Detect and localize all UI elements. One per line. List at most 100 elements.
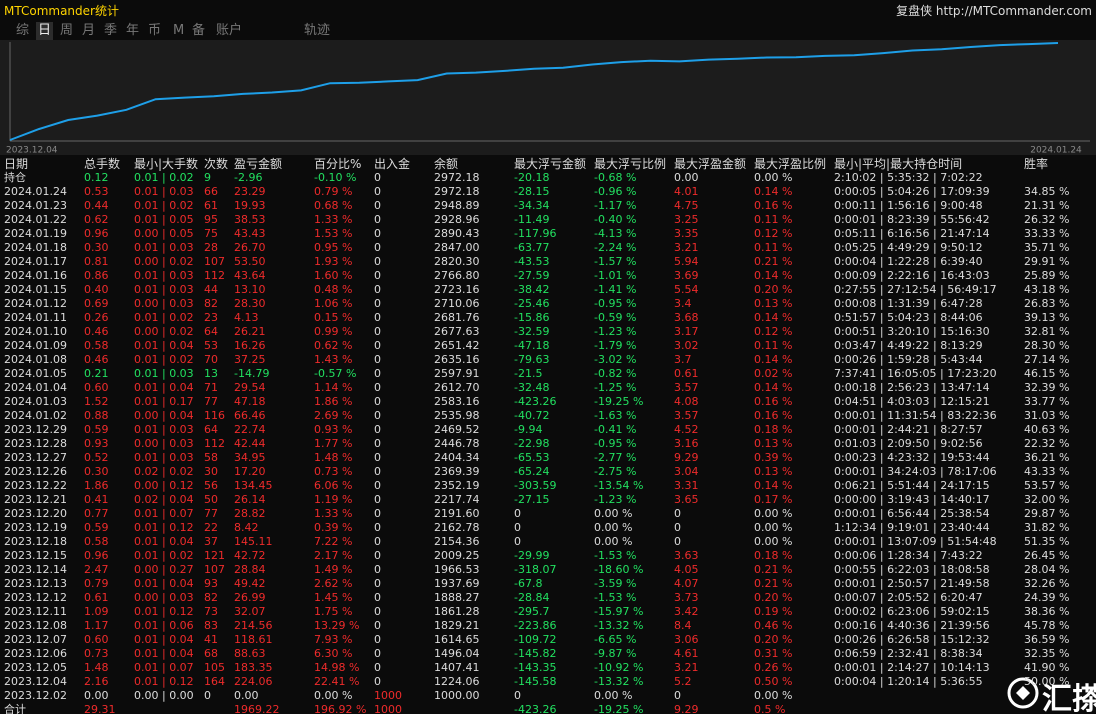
site-link[interactable]: 复盘侠 http://MTCommander.com xyxy=(896,4,1092,18)
table-cell: 1969.22 xyxy=(234,703,280,714)
tab[interactable]: 综 xyxy=(16,23,30,38)
table-cell: 0:00:01 | 34:24:03 | 78:17:06 xyxy=(834,465,997,478)
table-cell: 0:05:11 | 6:16:56 | 21:47:14 xyxy=(834,227,990,240)
row-label: 2024.01.11 xyxy=(4,311,67,324)
table-cell: 44 xyxy=(204,283,218,296)
table-cell: 214.56 xyxy=(234,619,273,632)
table-cell: 26.83 % xyxy=(1024,297,1070,310)
table-cell: 0 xyxy=(514,521,521,534)
row-label: 2024.01.16 xyxy=(4,269,67,282)
table-cell: 0 xyxy=(374,591,381,604)
table-cell: -0.40 % xyxy=(594,213,637,226)
table-cell: 0.19 % xyxy=(754,605,793,618)
table-cell: 23.29 xyxy=(234,185,266,198)
table-cell: 1496.04 xyxy=(434,647,480,660)
tab[interactable]: 轨迹 xyxy=(304,23,331,38)
table-cell: 0 xyxy=(374,661,381,674)
table-cell: 6.30 % xyxy=(314,647,353,660)
tab[interactable]: 年 xyxy=(126,23,140,38)
table-cell: 3.16 xyxy=(674,437,699,450)
table-cell: -34.34 xyxy=(514,199,550,212)
table-cell: -1.17 % xyxy=(594,199,637,212)
table-cell: 0:00:16 | 4:40:36 | 21:39:56 xyxy=(834,619,990,632)
table-cell: 0.01 | 0.03 xyxy=(134,423,194,436)
tab[interactable]: 账户 xyxy=(216,23,243,38)
table-cell: 0:00:02 | 6:23:06 | 59:02:15 xyxy=(834,605,990,618)
table-cell: 0.88 xyxy=(84,409,109,422)
row-label: 2023.12.12 xyxy=(4,591,67,604)
table-cell: 95 xyxy=(204,213,218,226)
table-cell: -15.86 xyxy=(514,311,550,324)
row-label: 2024.01.04 xyxy=(4,381,67,394)
table-cell: 0:27:55 | 27:12:54 | 56:49:17 xyxy=(834,283,997,296)
table-cell: 107 xyxy=(204,563,225,576)
table-cell: -1.79 % xyxy=(594,339,637,352)
table-cell: 3.21 xyxy=(674,661,699,674)
table-cell: 0:03:47 | 4:49:22 | 8:13:29 xyxy=(834,339,983,352)
table-cell: 224.06 xyxy=(234,675,273,688)
table-cell: 0.40 xyxy=(84,283,109,296)
table-cell: 0 xyxy=(674,689,681,702)
table-cell: 47.18 xyxy=(234,395,266,408)
balance-chart: 2023.12.04 2024.01.24 xyxy=(0,40,1096,155)
table-cell: -13.54 % xyxy=(594,479,644,492)
table-cell: 32.07 xyxy=(234,605,266,618)
table-cell: 0.14 % xyxy=(754,269,793,282)
table-cell: 2677.63 xyxy=(434,325,480,338)
table-cell: 26.99 xyxy=(234,591,266,604)
table-cell: 1861.28 xyxy=(434,605,480,618)
table-cell: 8.42 xyxy=(234,521,259,534)
table-cell: -3.02 % xyxy=(594,353,637,366)
table-cell: 0 xyxy=(374,437,381,450)
table-cell: 0.31 % xyxy=(754,647,793,660)
table-cell: 0 xyxy=(374,451,381,464)
table-cell: 0.00 % xyxy=(754,689,793,702)
tab[interactable]: 周 xyxy=(60,23,74,38)
table-cell: 0.02 | 0.02 xyxy=(134,465,194,478)
row-label: 2024.01.18 xyxy=(4,241,67,254)
table-cell: 29.87 % xyxy=(1024,507,1070,520)
table-cell: 0.12 % xyxy=(754,227,793,240)
table-cell: 1.33 % xyxy=(314,213,353,226)
table-cell: 183.35 xyxy=(234,661,273,674)
table-cell: 0.01 | 0.12 xyxy=(134,605,194,618)
table-cell: 0.11 % xyxy=(754,241,793,254)
table-cell: 118.61 xyxy=(234,633,273,646)
tab[interactable]: 月 xyxy=(82,23,96,38)
table-cell: 61 xyxy=(204,199,218,212)
table-cell: 32.35 % xyxy=(1024,647,1070,660)
table-cell: 0.12 % xyxy=(754,325,793,338)
table-cell: 0.52 xyxy=(84,451,109,464)
row-label: 合计 xyxy=(4,703,26,714)
table-cell: 2535.98 xyxy=(434,409,480,422)
row-label: 2023.12.04 xyxy=(4,675,67,688)
table-cell: 2.16 xyxy=(84,675,109,688)
table-cell: 0.62 xyxy=(84,213,109,226)
table-cell: 0.21 % xyxy=(754,577,793,590)
table-cell: 3.7 xyxy=(674,353,692,366)
table-cell: 0.01 | 0.12 xyxy=(134,675,194,688)
tab[interactable]: M xyxy=(173,23,185,38)
table-cell: 13 xyxy=(204,367,218,380)
row-label: 2024.01.10 xyxy=(4,325,67,338)
table-cell: 83 xyxy=(204,619,218,632)
tab[interactable]: 备 xyxy=(192,23,206,38)
table-cell: 3.35 xyxy=(674,227,699,240)
tab[interactable]: 季 xyxy=(104,23,118,38)
table-cell: 0:00:11 | 1:56:16 | 9:00:48 xyxy=(834,199,983,212)
row-label: 2023.12.27 xyxy=(4,451,67,464)
table-cell: -1.53 % xyxy=(594,591,637,604)
tab[interactable]: 日 xyxy=(36,22,54,40)
tab[interactable]: 币 xyxy=(148,23,162,38)
row-label: 2024.01.02 xyxy=(4,409,67,422)
table-cell: 0.16 % xyxy=(754,395,793,408)
table-cell: 0 xyxy=(374,577,381,590)
table-cell: 1966.53 xyxy=(434,563,480,576)
table-cell: 0.59 xyxy=(84,521,109,534)
table-cell: 2972.18 xyxy=(434,185,480,198)
row-label: 2023.12.19 xyxy=(4,521,67,534)
table-cell: 2.69 % xyxy=(314,409,353,422)
table-cell: 0.00 % xyxy=(594,507,633,520)
table-cell: 0.20 % xyxy=(754,283,793,296)
